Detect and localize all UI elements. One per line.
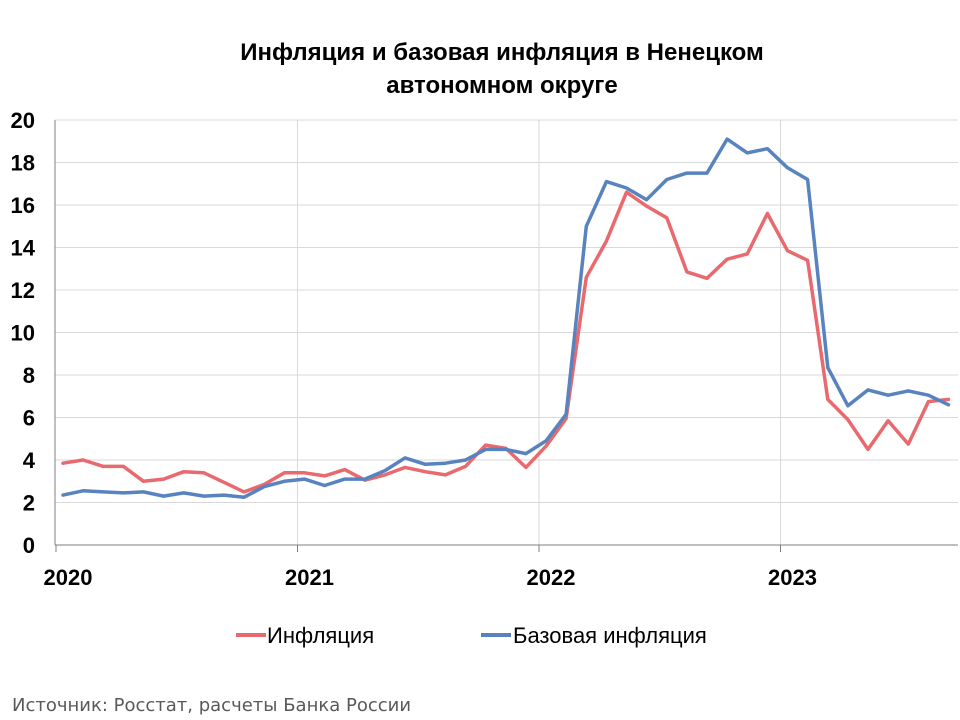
y-tick-label: 12 [11,278,35,303]
x-tick-label: 2021 [285,565,334,590]
y-tick-label: 14 [11,236,36,261]
y-tick-label: 4 [23,448,36,473]
series-lines [61,137,951,499]
series-line-core-inflation [61,137,951,499]
chart-title-line-2: автономном округе [386,72,617,99]
y-tick-labels: 0 2 4 6 8 10 12 14 16 18 20 [11,108,36,558]
y-tick-label: 2 [23,491,35,516]
x-tick-label: 2022 [527,565,576,590]
x-tick-label: 2020 [44,565,93,590]
axes [54,120,958,552]
y-tick-label: 18 [11,151,35,176]
y-tick-label: 0 [23,533,35,558]
chart-title-line-1: Инфляция и базовая инфляция в Ненецком [240,39,764,66]
gridlines [55,119,958,545]
y-tick-label: 6 [23,406,35,431]
source-note: Источник: Росстат, расчеты Банка России [12,695,411,716]
x-tick-label: 2023 [768,565,817,590]
y-tick-label: 16 [11,193,35,218]
y-tick-label: 10 [11,321,35,346]
legend-label-inflation: Инфляция [267,623,374,648]
y-tick-label: 8 [23,363,35,388]
y-tick-label: 20 [11,108,35,133]
legend: Инфляция Базовая инфляция [236,623,707,648]
x-tick-labels: 2020 2021 2022 2023 [44,565,817,590]
legend-label-core-inflation: Базовая инфляция [513,623,707,648]
series-line-inflation [61,190,951,494]
chart-title: Инфляция и базовая инфляция в Ненецком а… [240,39,764,99]
